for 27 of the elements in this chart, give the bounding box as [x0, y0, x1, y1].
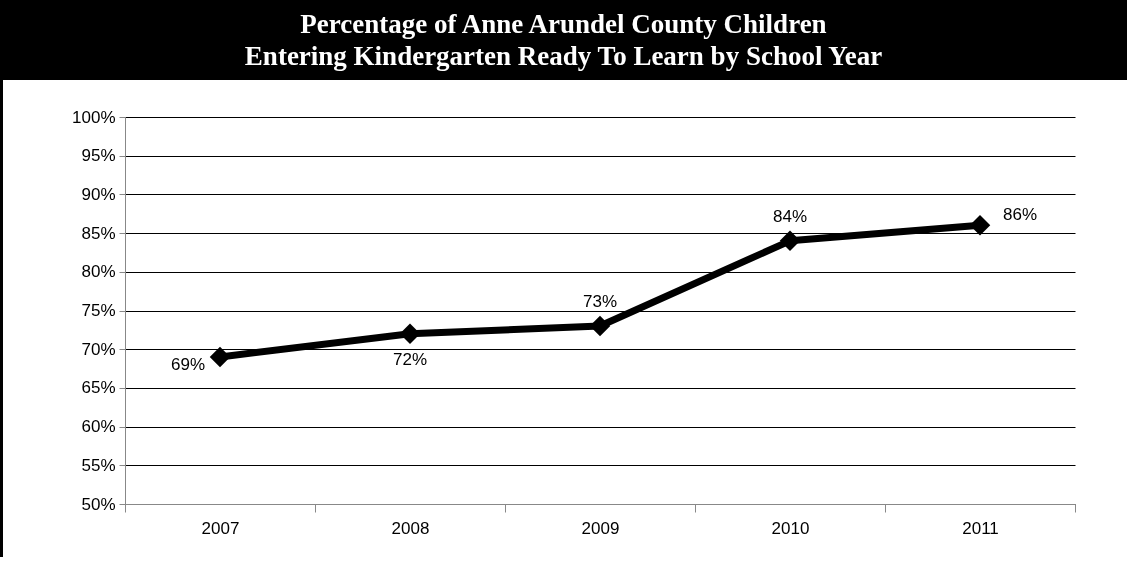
- point: [969, 215, 991, 236]
- point: [399, 323, 421, 344]
- point: [209, 346, 231, 368]
- data-label: 73%: [582, 291, 618, 311]
- y-tick-label: 100%: [72, 107, 116, 127]
- data-label: 86%: [1002, 205, 1038, 225]
- x-tick-label: 2011: [962, 518, 999, 538]
- y-tick-label: 85%: [81, 223, 116, 243]
- x-tick-label: 2007: [201, 518, 240, 538]
- y-tick-label: 50%: [81, 494, 116, 514]
- y-tick-label: 55%: [81, 455, 116, 475]
- data-label: 72%: [392, 349, 428, 369]
- point: [589, 315, 611, 337]
- y-tick-label: 80%: [81, 262, 116, 282]
- y-tick-label: 90%: [81, 184, 116, 204]
- y-tick-label: 60%: [81, 417, 116, 437]
- y-tick-label: 75%: [81, 301, 116, 320]
- chart-title: Percentage of Anne Arundel County Children Entering Kindergarten Ready To Learn by School Year: [0, 0, 1127, 80]
- x-tick-label: 2008: [391, 518, 430, 538]
- y-tick-label: 65%: [81, 378, 116, 398]
- x-tick-label: 2010: [771, 518, 810, 538]
- x-tick-label: 2009: [581, 518, 620, 538]
- y-tick-label: 70%: [81, 339, 116, 359]
- y-tick-label: 95%: [81, 146, 116, 166]
- point: [779, 230, 801, 252]
- data-label: 84%: [772, 206, 808, 226]
- data-label: 69%: [170, 354, 206, 374]
